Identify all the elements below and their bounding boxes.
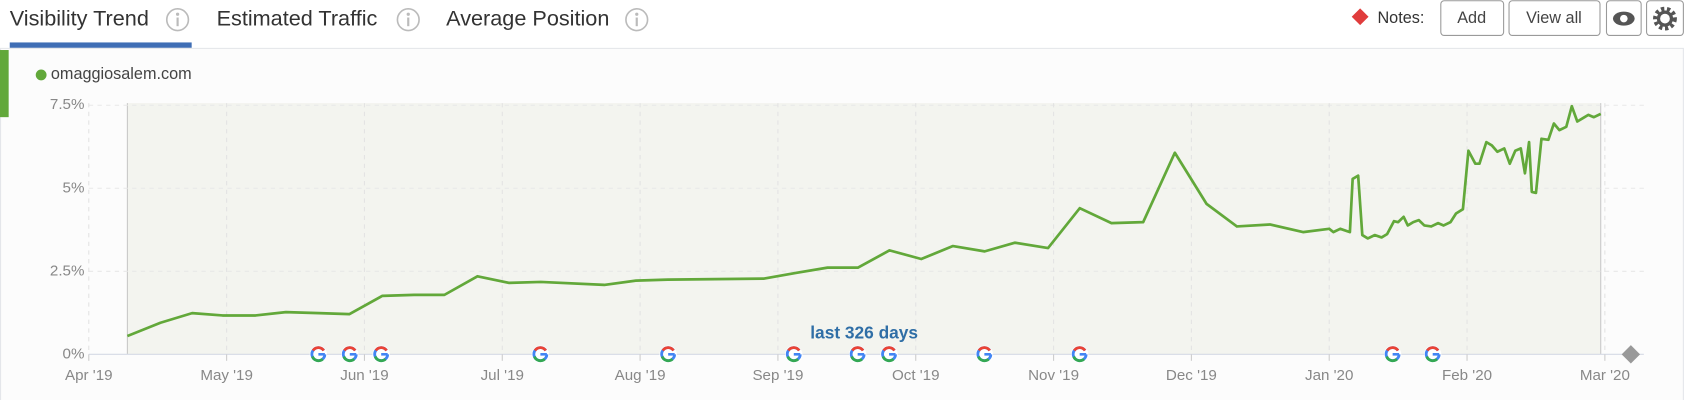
google-update-icon [309, 345, 328, 363]
panel-accent [0, 50, 9, 118]
icon-arc [1426, 346, 1440, 352]
icon-arc [977, 355, 990, 363]
icon-arc [661, 346, 675, 352]
info-icon[interactable] [625, 8, 649, 32]
x-tick-label: Sep '19 [752, 367, 803, 384]
y-tick-label: 2.5% [50, 262, 85, 279]
google-update-icon [1383, 345, 1402, 363]
x-tick-label: Aug '19 [615, 367, 666, 384]
icon-arc [787, 346, 801, 352]
google-update-icon [849, 345, 867, 363]
google-update-icon [880, 345, 898, 363]
x-tick-label: Apr '19 [65, 367, 113, 384]
x-tick-label: Jul '19 [481, 367, 524, 384]
icon-arc [882, 346, 896, 352]
series-line [126, 104, 1602, 338]
google-update-icon [659, 345, 677, 363]
chart: 0% 2.5% 5% 7.5% Apr '19 May '19 Jun '19 Jul '19… [35, 65, 1644, 384]
x-tick-label: Feb '20 [1442, 367, 1492, 384]
range-annotation: last 326 days [810, 322, 918, 342]
add-button-label[interactable]: Add [1457, 9, 1486, 27]
icon-arc [311, 346, 325, 352]
google-update-icon [975, 345, 994, 363]
icon-arc [533, 346, 547, 352]
icon-arc [1386, 346, 1400, 352]
legend-label: omaggiosalem.com [51, 65, 192, 83]
icon-arc [1073, 346, 1087, 352]
eye-button[interactable] [1605, 0, 1642, 36]
icon-arc [881, 355, 895, 363]
view-all-button[interactable] [1508, 0, 1601, 36]
icon-arc [850, 355, 863, 363]
active-tab-underline [9, 42, 192, 48]
plot-background [127, 103, 1601, 355]
icon-arc [342, 355, 356, 363]
google-update-icon [1070, 345, 1089, 363]
google-update-icon [341, 345, 359, 363]
settings-button[interactable] [1646, 0, 1684, 36]
info-icon[interactable] [165, 8, 190, 32]
icon-arc [1072, 355, 1085, 363]
add-button[interactable] [1440, 0, 1505, 36]
x-tick-label: Mar '20 [1580, 367, 1630, 384]
icon-arc [660, 355, 674, 363]
info-icon[interactable] [396, 8, 420, 32]
x-tick-label: Jun '19 [340, 367, 388, 384]
tab[interactable]: Average Position [446, 5, 609, 30]
icon-arc [977, 346, 991, 352]
icon-arc [343, 346, 357, 352]
google-update-icon [531, 345, 550, 363]
x-tick-label: Dec '19 [1166, 367, 1217, 384]
x-tick-label: Nov '19 [1028, 367, 1079, 384]
view-all-button-label[interactable]: View all [1526, 9, 1582, 27]
tab[interactable]: Estimated Traffic [217, 5, 378, 30]
x-tick-label: May '19 [200, 367, 253, 384]
y-tick-label: 5% [63, 179, 85, 196]
icon-arc [373, 355, 387, 363]
tab[interactable]: Visibility Trend [10, 5, 149, 30]
icon-arc [311, 355, 324, 363]
google-update-icon [1424, 345, 1442, 363]
y-tick-label: 7.5% [50, 96, 85, 113]
icon-arc [851, 346, 865, 352]
x-tick-label: Oct '19 [892, 367, 940, 384]
icon-arc [1425, 355, 1438, 363]
legend-marker [35, 69, 47, 81]
icon-arc [786, 355, 800, 363]
icon-arc [1385, 355, 1398, 363]
google-update-icon [372, 345, 390, 363]
notes-label: Notes: [1377, 9, 1424, 27]
notes-icon [1351, 8, 1369, 26]
icon-arc [533, 355, 546, 363]
x-tick-label: Jan '20 [1305, 367, 1353, 384]
icon-arc [374, 346, 388, 352]
google-update-icon [785, 345, 803, 363]
y-tick-label: 0% [63, 345, 85, 362]
